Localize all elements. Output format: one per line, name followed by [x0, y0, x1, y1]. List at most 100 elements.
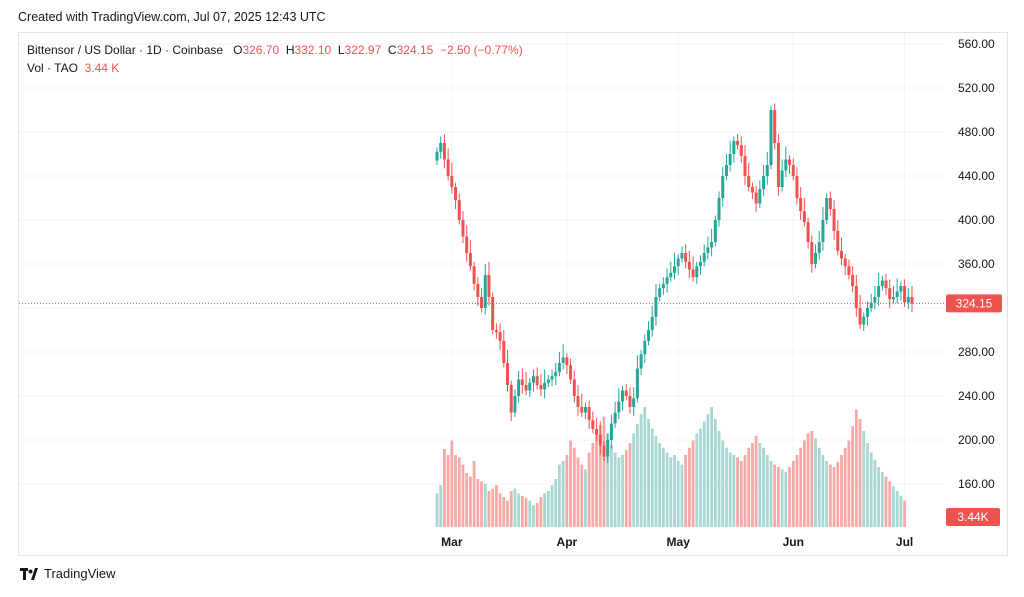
volume-bar — [535, 503, 539, 527]
price-tick-label: 400.00 — [958, 213, 995, 227]
volume-bar — [550, 485, 554, 527]
volume-bar — [825, 461, 829, 527]
candle-body — [565, 357, 569, 366]
volume-bar — [739, 461, 743, 527]
candle-body — [658, 288, 662, 297]
candle-body — [494, 330, 498, 333]
volume-bar — [524, 498, 528, 527]
volume-bar — [788, 467, 791, 527]
candle-body — [450, 176, 454, 187]
candle-body — [635, 368, 639, 399]
x-tick-label: Mar — [441, 535, 463, 549]
candle-body — [743, 156, 747, 176]
volume-bar — [695, 433, 699, 527]
candle-body — [773, 110, 777, 143]
candle-body — [506, 363, 510, 385]
candle-body — [543, 382, 547, 390]
volume-bar — [765, 455, 769, 527]
candle-body — [839, 250, 843, 259]
candle-body — [814, 253, 818, 264]
candle-body — [706, 247, 710, 253]
low-value: 322.97 — [344, 43, 382, 57]
volume-bar — [721, 440, 725, 527]
candle-body — [654, 297, 658, 317]
candle-body — [554, 371, 558, 377]
price-tick-label: 560.00 — [958, 37, 995, 51]
volume-bar — [710, 407, 714, 527]
last-price-label: 324.15 — [956, 296, 993, 310]
candle-body — [799, 198, 803, 212]
candle-body — [765, 165, 769, 176]
chart-caption: Created with TradingView.com, Jul 07, 20… — [18, 10, 326, 24]
candle-body — [736, 140, 740, 146]
candle-body — [695, 266, 699, 278]
candle-body — [595, 429, 599, 435]
volume-bar — [777, 467, 780, 527]
volume-bar — [769, 461, 773, 527]
volume-bar — [472, 461, 476, 527]
volume-bar — [595, 431, 598, 527]
candle-body — [509, 385, 513, 413]
candle-body — [854, 286, 858, 308]
candle-body — [865, 308, 869, 317]
volume-bar — [699, 428, 702, 527]
volume-bar — [877, 467, 881, 527]
volume-bar — [506, 500, 509, 527]
volume-bar — [806, 433, 810, 527]
volume-bar — [784, 471, 788, 527]
price-tick-label: 520.00 — [958, 81, 995, 95]
volume-bar — [840, 455, 843, 527]
price-tick-label: 480.00 — [958, 125, 995, 139]
candle-body — [910, 297, 914, 304]
candle-body — [476, 283, 480, 297]
volume-bar — [680, 464, 684, 527]
x-tick-label: Jul — [896, 535, 913, 549]
last-volume-label: 3.44K — [957, 510, 988, 524]
volume-bar — [725, 447, 728, 527]
candle-body — [717, 198, 721, 220]
close-value: 324.15 — [396, 43, 434, 57]
candle-body — [454, 187, 458, 201]
candle-body — [524, 385, 528, 391]
tradingview-logo-icon — [20, 567, 38, 580]
candle-body — [906, 297, 910, 303]
candle-body — [817, 242, 821, 253]
candle-body — [650, 316, 654, 330]
volume-bar — [747, 447, 751, 527]
volume-bar — [713, 419, 717, 527]
candle-body — [569, 365, 573, 380]
volume-bar — [780, 469, 784, 527]
volume-bar — [572, 447, 576, 527]
volume-bar — [602, 416, 606, 527]
candle-body — [895, 291, 899, 297]
volume-bar — [546, 491, 550, 527]
candle-body — [621, 390, 625, 402]
volume-bar — [758, 443, 762, 527]
candle-body — [702, 253, 706, 262]
volume-bar — [851, 426, 855, 527]
volume-bar — [661, 447, 665, 527]
candle-body — [750, 187, 754, 193]
x-tick-label: May — [667, 535, 691, 549]
volume-bar — [494, 485, 498, 527]
candle-body — [891, 297, 895, 300]
open-label: O — [233, 43, 243, 57]
candle-body — [446, 159, 450, 176]
candle-body — [713, 220, 717, 242]
volume-bar — [673, 455, 676, 527]
volume-bar — [706, 414, 710, 527]
candle-body — [721, 176, 725, 198]
candle-body — [632, 398, 636, 407]
close-label: C — [387, 43, 397, 57]
candle-body — [498, 332, 502, 341]
volume-bar — [461, 464, 465, 527]
volume-bar — [895, 491, 899, 527]
volume-bar — [628, 443, 632, 527]
candle-body — [673, 266, 676, 273]
candle-body — [550, 376, 554, 380]
candle-body — [602, 445, 606, 457]
volume-bar — [873, 459, 877, 527]
x-tick-label: Apr — [557, 535, 578, 549]
candle-body — [880, 280, 884, 286]
